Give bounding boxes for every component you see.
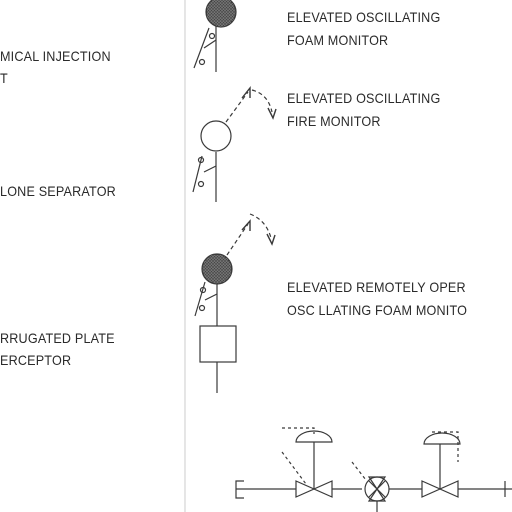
fire-monitor-label-line1: ELEVATED OSCILLATING	[287, 90, 441, 106]
corrugated-plate-label-line1: RRUGATED PLATE	[0, 330, 115, 346]
remote-foam-monitor-symbol	[194, 213, 276, 393]
remote-foam-monitor-label-line1: ELEVATED REMOTELY OPER	[287, 279, 466, 295]
foam-monitor-symbol	[193, 0, 237, 72]
control-valve-line-symbol	[235, 427, 512, 512]
fire-monitor-label-line2: FIRE MONITOR	[287, 113, 381, 129]
chemical-injection-label-line2: T	[0, 70, 8, 86]
remote-foam-monitor-label-line2: OSC LLATING FOAM MONITO	[287, 302, 468, 318]
foam-monitor-label-line2: FOAM MONITOR	[287, 32, 389, 48]
foam-monitor-label-line1: ELEVATED OSCILLATING	[287, 9, 441, 25]
cyclone-separator-label: LONE SEPARATOR	[0, 183, 116, 199]
corrugated-plate-label-line2: ERCEPTOR	[0, 352, 72, 368]
chemical-injection-label-line1: MICAL INJECTION	[0, 48, 111, 64]
fire-monitor-symbol	[192, 86, 277, 202]
